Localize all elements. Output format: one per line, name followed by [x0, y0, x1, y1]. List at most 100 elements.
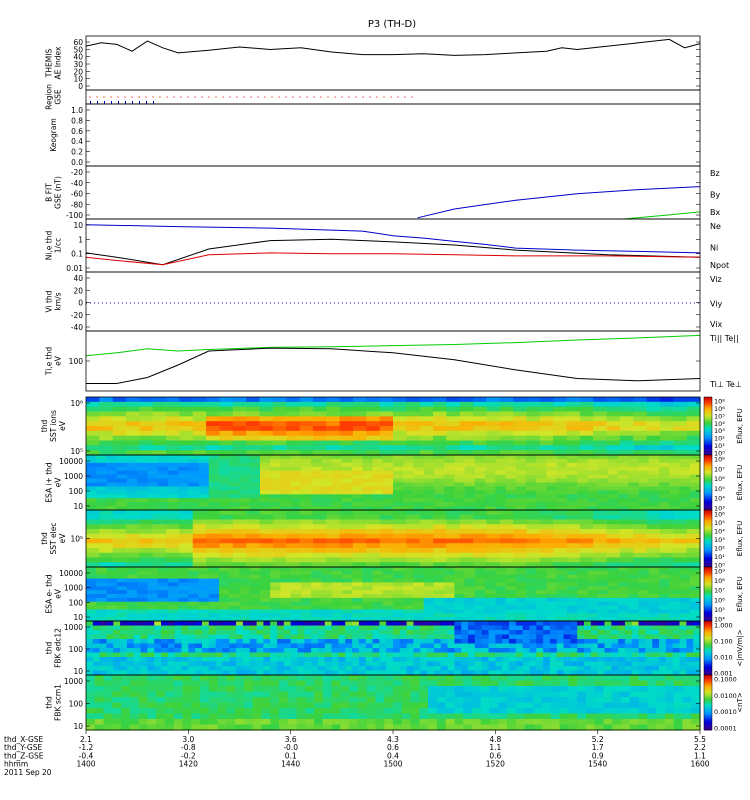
sst_ions-cell — [99, 426, 114, 432]
fbk_e-cell — [277, 630, 285, 636]
esa_ions-cell — [178, 490, 189, 495]
sst_elec-cell — [339, 538, 354, 544]
esa_elec-cell — [393, 617, 404, 622]
sst_ions-cell — [659, 450, 674, 456]
esa_elec-cell — [382, 605, 394, 611]
esa_elec-cell — [648, 597, 660, 603]
esa_elec-cell — [352, 605, 363, 611]
fbk_e-cell — [372, 625, 380, 631]
fbk_e-cell — [270, 639, 278, 645]
esa_ions-cell — [341, 482, 353, 488]
fbk_e-cell — [201, 634, 210, 640]
fbk_e-cell — [515, 625, 524, 631]
fbk_b-cell — [340, 680, 350, 687]
fbk_b-cell — [664, 702, 675, 709]
fbk_b-cell — [287, 680, 298, 687]
esa_elec-cell — [137, 609, 148, 614]
esa_elec-colorbar-cell — [704, 614, 712, 616]
fbk_e-cell — [604, 639, 612, 645]
esa_ions-cell — [157, 455, 169, 460]
esa_elec-cell — [659, 567, 670, 572]
sst_elec-colorbar-cell — [704, 511, 712, 514]
esa_ions-cell — [495, 458, 507, 464]
esa_ions-cell — [403, 486, 415, 491]
sst_elec-cell — [259, 533, 274, 540]
sst_ions-cell — [192, 450, 207, 456]
esa_ions-cell — [546, 490, 558, 495]
esa_ions-colorbar-cell — [704, 481, 712, 483]
fbk_b-cell — [121, 719, 131, 726]
sst_elec-cell — [206, 552, 221, 559]
fbk_e-cell — [195, 661, 203, 667]
esa_ions-cell — [372, 486, 384, 491]
esa_elec-cell — [454, 594, 466, 599]
fbk_e-cell — [631, 621, 640, 627]
fbk_b-cell — [261, 719, 271, 726]
sst_ions-cell — [539, 440, 554, 446]
fbk_b-cell — [121, 691, 131, 698]
sst_ions-cell — [659, 397, 674, 403]
sst_ions-cell — [553, 445, 568, 451]
fbk_b-cell — [191, 724, 201, 731]
esa_ions-cell — [86, 455, 97, 460]
fbk_b-cell — [682, 691, 692, 698]
fbk_e-cell — [283, 657, 292, 663]
esa_ions-cell — [474, 462, 486, 468]
sst_ions-cell — [446, 445, 461, 451]
sst_ions-ytick-label: 10⁵ — [70, 447, 83, 456]
fbk_b-cell — [507, 686, 517, 693]
sst_ions-cell — [259, 440, 274, 446]
esa_ions-cell — [188, 462, 200, 468]
fbk_b-cell — [629, 702, 640, 709]
fbk_e-cell — [379, 652, 387, 658]
fbk_e-cell — [652, 652, 660, 658]
esa_elec-cell — [126, 578, 138, 584]
sst_ions-cell — [446, 411, 461, 417]
sst_elec-cell — [259, 514, 274, 521]
fbk_b-cell — [138, 686, 148, 693]
esa_ions-cell — [526, 474, 537, 480]
sst_ions-cell — [126, 435, 140, 442]
sst_elec-cell — [553, 519, 568, 525]
fbk_b-cell — [296, 708, 306, 715]
sst_elec-cell — [206, 557, 221, 563]
esa_elec-cell — [86, 617, 97, 622]
esa_ions-cell — [607, 470, 619, 476]
sst_elec-cell — [539, 510, 554, 516]
esa_ions-cell — [566, 498, 578, 503]
sst_elec-cell — [379, 562, 394, 568]
fbk_b-cell — [217, 686, 227, 693]
sst_ions-cell — [686, 397, 701, 403]
esa_ions-cell — [352, 462, 363, 468]
sst_ions-cell — [219, 397, 234, 403]
sst_elec-cell — [86, 529, 100, 535]
esa_elec-cell — [352, 613, 363, 618]
fbk_e-cell — [556, 648, 565, 654]
sst_elec-cell — [99, 533, 114, 540]
sst_elec-cell — [513, 533, 528, 540]
fbk_e-cell — [590, 670, 599, 676]
fbk_e-cell — [543, 652, 551, 658]
sst_ions-cell — [379, 406, 394, 413]
region-dot — [131, 96, 133, 98]
esa_elec-cell — [403, 586, 415, 591]
fbk_e-cell — [297, 652, 305, 658]
sst_ions-cell — [326, 430, 341, 437]
sst_elec-cell — [339, 529, 354, 535]
sst_ions-cell — [99, 430, 114, 437]
esa_elec-colorbar-cell — [704, 607, 712, 610]
fbk_e-cell — [536, 643, 544, 649]
temp-ylabel: Ti,e thd — [45, 347, 54, 377]
sst_ions-cell — [539, 450, 554, 456]
esa_elec-cell — [566, 601, 578, 607]
fbk_e-cell — [474, 661, 483, 667]
esa_ions-cell — [137, 478, 148, 484]
esa_elec-cell — [474, 586, 486, 591]
esa_elec-cell — [526, 570, 537, 576]
esa_elec-cell — [188, 570, 200, 576]
fbk_b-cell — [322, 708, 333, 715]
esa_elec-cell — [167, 613, 179, 618]
fbk_b-cell — [577, 724, 587, 731]
esa_ions-cell — [362, 474, 374, 480]
esa_ions-colorbar-cell — [704, 486, 712, 489]
